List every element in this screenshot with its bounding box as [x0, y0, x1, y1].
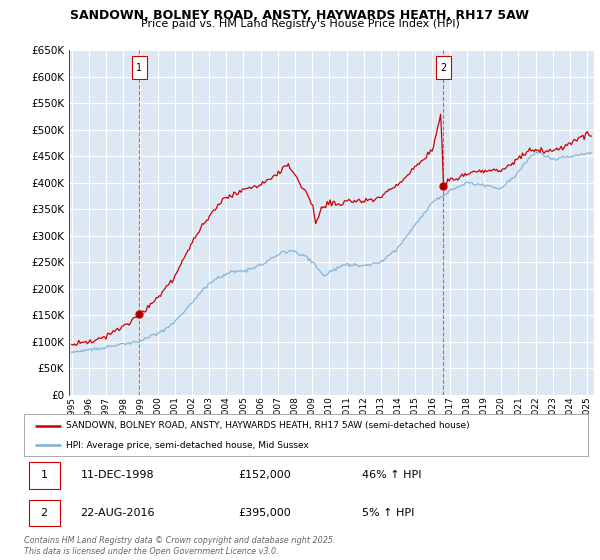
- Text: Price paid vs. HM Land Registry's House Price Index (HPI): Price paid vs. HM Land Registry's House …: [140, 19, 460, 29]
- Text: £395,000: £395,000: [238, 508, 291, 518]
- Text: 5% ↑ HPI: 5% ↑ HPI: [362, 508, 415, 518]
- Text: 1: 1: [136, 63, 143, 73]
- Text: 1: 1: [41, 470, 47, 480]
- Text: 11-DEC-1998: 11-DEC-1998: [80, 470, 154, 480]
- Text: 22-AUG-2016: 22-AUG-2016: [80, 508, 155, 518]
- Text: SANDOWN, BOLNEY ROAD, ANSTY, HAYWARDS HEATH, RH17 5AW: SANDOWN, BOLNEY ROAD, ANSTY, HAYWARDS HE…: [71, 9, 530, 22]
- FancyBboxPatch shape: [29, 462, 59, 488]
- FancyBboxPatch shape: [29, 500, 59, 526]
- Text: 46% ↑ HPI: 46% ↑ HPI: [362, 470, 422, 480]
- Text: £152,000: £152,000: [238, 470, 291, 480]
- Text: SANDOWN, BOLNEY ROAD, ANSTY, HAYWARDS HEATH, RH17 5AW (semi-detached house): SANDOWN, BOLNEY ROAD, ANSTY, HAYWARDS HE…: [66, 421, 470, 430]
- Text: 2: 2: [440, 63, 446, 73]
- FancyBboxPatch shape: [436, 57, 451, 79]
- Text: 2: 2: [40, 508, 47, 518]
- Text: Contains HM Land Registry data © Crown copyright and database right 2025.
This d: Contains HM Land Registry data © Crown c…: [24, 536, 335, 556]
- FancyBboxPatch shape: [131, 57, 148, 79]
- Text: HPI: Average price, semi-detached house, Mid Sussex: HPI: Average price, semi-detached house,…: [66, 441, 309, 450]
